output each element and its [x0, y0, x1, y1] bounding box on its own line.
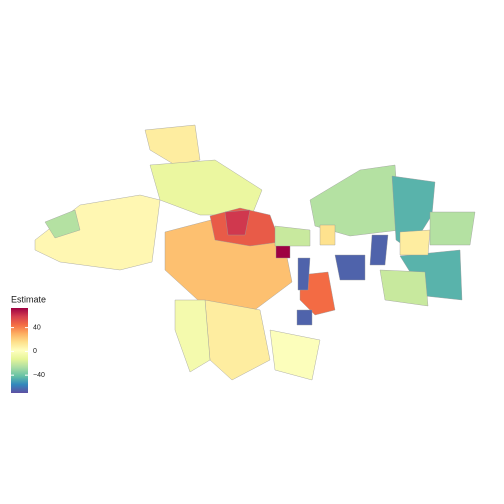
region	[34, 194, 161, 271]
legend-title: Estimate	[11, 294, 46, 304]
legend: Estimate −40 0 40	[11, 294, 46, 393]
region	[44, 209, 81, 239]
region	[224, 209, 251, 236]
region	[275, 244, 291, 259]
regions	[34, 124, 476, 381]
region	[299, 271, 336, 316]
region	[379, 269, 429, 307]
region	[399, 229, 431, 256]
region	[174, 299, 211, 373]
region	[319, 224, 336, 246]
region	[429, 211, 476, 246]
colorbar	[11, 308, 28, 393]
region	[369, 234, 389, 266]
region	[144, 124, 201, 166]
colorbar-label: 40	[33, 324, 41, 331]
region	[204, 299, 271, 381]
region	[274, 225, 311, 247]
region	[269, 329, 321, 381]
region	[334, 254, 366, 281]
region	[297, 257, 311, 291]
region	[149, 159, 263, 216]
region	[296, 309, 313, 326]
colorbar-label: 0	[33, 348, 37, 355]
colorbar-label: −40	[33, 372, 45, 379]
